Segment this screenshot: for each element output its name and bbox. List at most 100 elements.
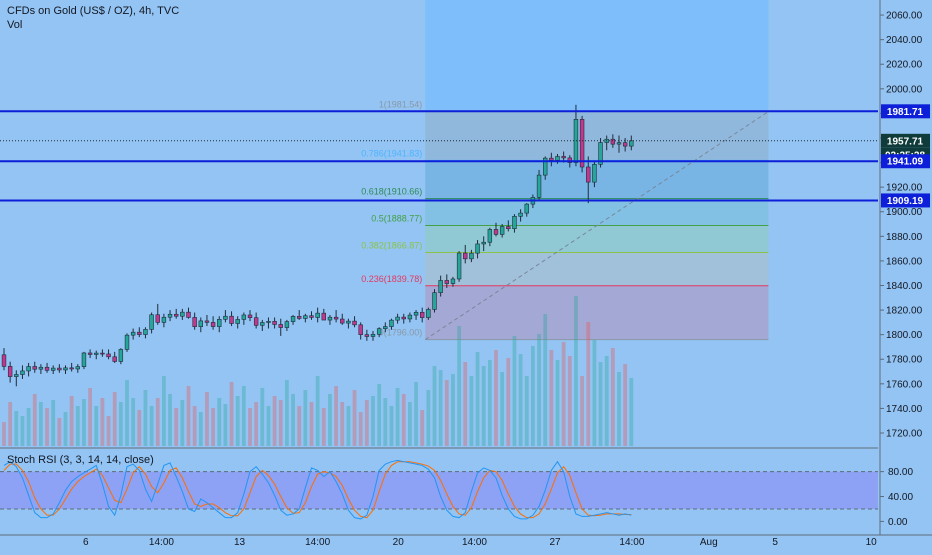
volume-bar [180, 400, 185, 446]
volume-bar [340, 402, 345, 446]
volume-bar [131, 398, 136, 446]
volume-bar [567, 356, 572, 446]
candle-up [223, 315, 228, 320]
rsi-tick-label: 0.00 [888, 517, 908, 528]
volume-bar [617, 372, 621, 446]
candle-up [450, 278, 456, 284]
y-tick-label: 1760.00 [886, 379, 923, 390]
volume-bar [272, 396, 277, 446]
candle-up [81, 352, 87, 367]
price-axis-label: 1981.71 [887, 107, 924, 118]
x-tick-label: 20 [393, 537, 405, 548]
candle-down [358, 324, 363, 335]
volume-bar [8, 402, 13, 446]
candle-down [579, 119, 585, 168]
candle-down [549, 157, 554, 161]
candle-up [389, 319, 394, 327]
volume-bar [217, 398, 222, 446]
candle-down [610, 138, 616, 145]
candle-down [112, 356, 117, 362]
candle-up [217, 318, 222, 327]
volume-bar [174, 408, 179, 446]
volume-bar [125, 380, 129, 446]
candle-down [100, 352, 105, 355]
candle-down [321, 312, 326, 321]
candle-down [561, 156, 566, 159]
candle-down [44, 366, 50, 371]
volume-bar [574, 296, 578, 446]
volume-bar [364, 400, 369, 446]
volume-bar [63, 412, 68, 446]
stoch-rsi-pane [0, 447, 878, 520]
volume-bar [457, 326, 461, 446]
candle-down [463, 252, 468, 260]
volume-bar [297, 406, 302, 446]
volume-bar [291, 394, 295, 446]
x-tick-label: 6 [83, 537, 89, 548]
candle-up [198, 320, 203, 327]
volume-bar [358, 412, 363, 446]
candle-up [346, 320, 351, 324]
candle-down [352, 320, 357, 326]
candle-up [487, 229, 493, 243]
volume-bar [309, 402, 314, 446]
candle-up [438, 280, 443, 293]
fib-zone [425, 111, 769, 161]
volume-bar [162, 376, 166, 446]
candle-up [536, 174, 542, 198]
candle-up [149, 314, 154, 330]
y-tick-label: 1900.00 [886, 207, 923, 218]
candle-up [499, 226, 505, 235]
candle-down [296, 316, 302, 319]
candle-up [481, 241, 486, 245]
volume-bar [524, 376, 529, 446]
x-tick-label: 14:00 [462, 537, 487, 548]
chart-title: CFDs on Gold (US$ / OZ), 4h, TVC [7, 5, 180, 17]
price-axis-label-bg [881, 104, 930, 119]
stoch-rsi-d-line [3, 461, 632, 519]
fibonacci-retracement[interactable]: 1(1981.54) 0.786(1941.83) 0.618(1910.66) 0.… [361, 0, 769, 341]
volume-bar [352, 390, 357, 446]
volume-bar [229, 382, 234, 446]
volume-bar [2, 422, 6, 446]
volume-bar [371, 396, 375, 446]
volume-bar [235, 396, 240, 446]
volume-bar [623, 364, 628, 446]
y-tick-label: 2040.00 [886, 35, 923, 46]
candle-up [303, 315, 308, 319]
volume-bar [494, 350, 498, 446]
candle-up [616, 142, 622, 145]
candle-down [493, 229, 499, 235]
volume-bar [51, 400, 56, 446]
candle-up [432, 292, 437, 310]
volume-bar [592, 340, 597, 446]
candle-up [592, 163, 597, 183]
horizontal-levels[interactable] [0, 110, 878, 202]
candle-up [475, 243, 480, 254]
candle-up [395, 316, 400, 321]
candle-down [506, 226, 511, 230]
volume-bar [469, 376, 474, 446]
volume-bar [549, 350, 554, 446]
volume-bar [266, 406, 271, 446]
candle-up [124, 334, 130, 350]
volume-bar [463, 362, 468, 446]
candle-down [272, 321, 277, 325]
candle-down [192, 317, 197, 327]
y-tick-label: 2000.00 [886, 84, 923, 95]
fib-level-label: 0.786(1941.83) [361, 148, 422, 158]
fib-level-label: 0.236(1839.78) [361, 274, 422, 284]
x-tick-label: 14:00 [619, 537, 644, 548]
volume-bar [88, 388, 92, 446]
candle-up [260, 322, 265, 326]
volume-label: Vol [7, 19, 23, 31]
volume-bar [69, 396, 74, 446]
volume-bar [303, 390, 308, 446]
volume-bar [438, 370, 443, 446]
fib-zone [425, 285, 769, 340]
candle-down [586, 166, 591, 183]
volume-bar [248, 408, 252, 446]
candle-down [401, 316, 406, 320]
